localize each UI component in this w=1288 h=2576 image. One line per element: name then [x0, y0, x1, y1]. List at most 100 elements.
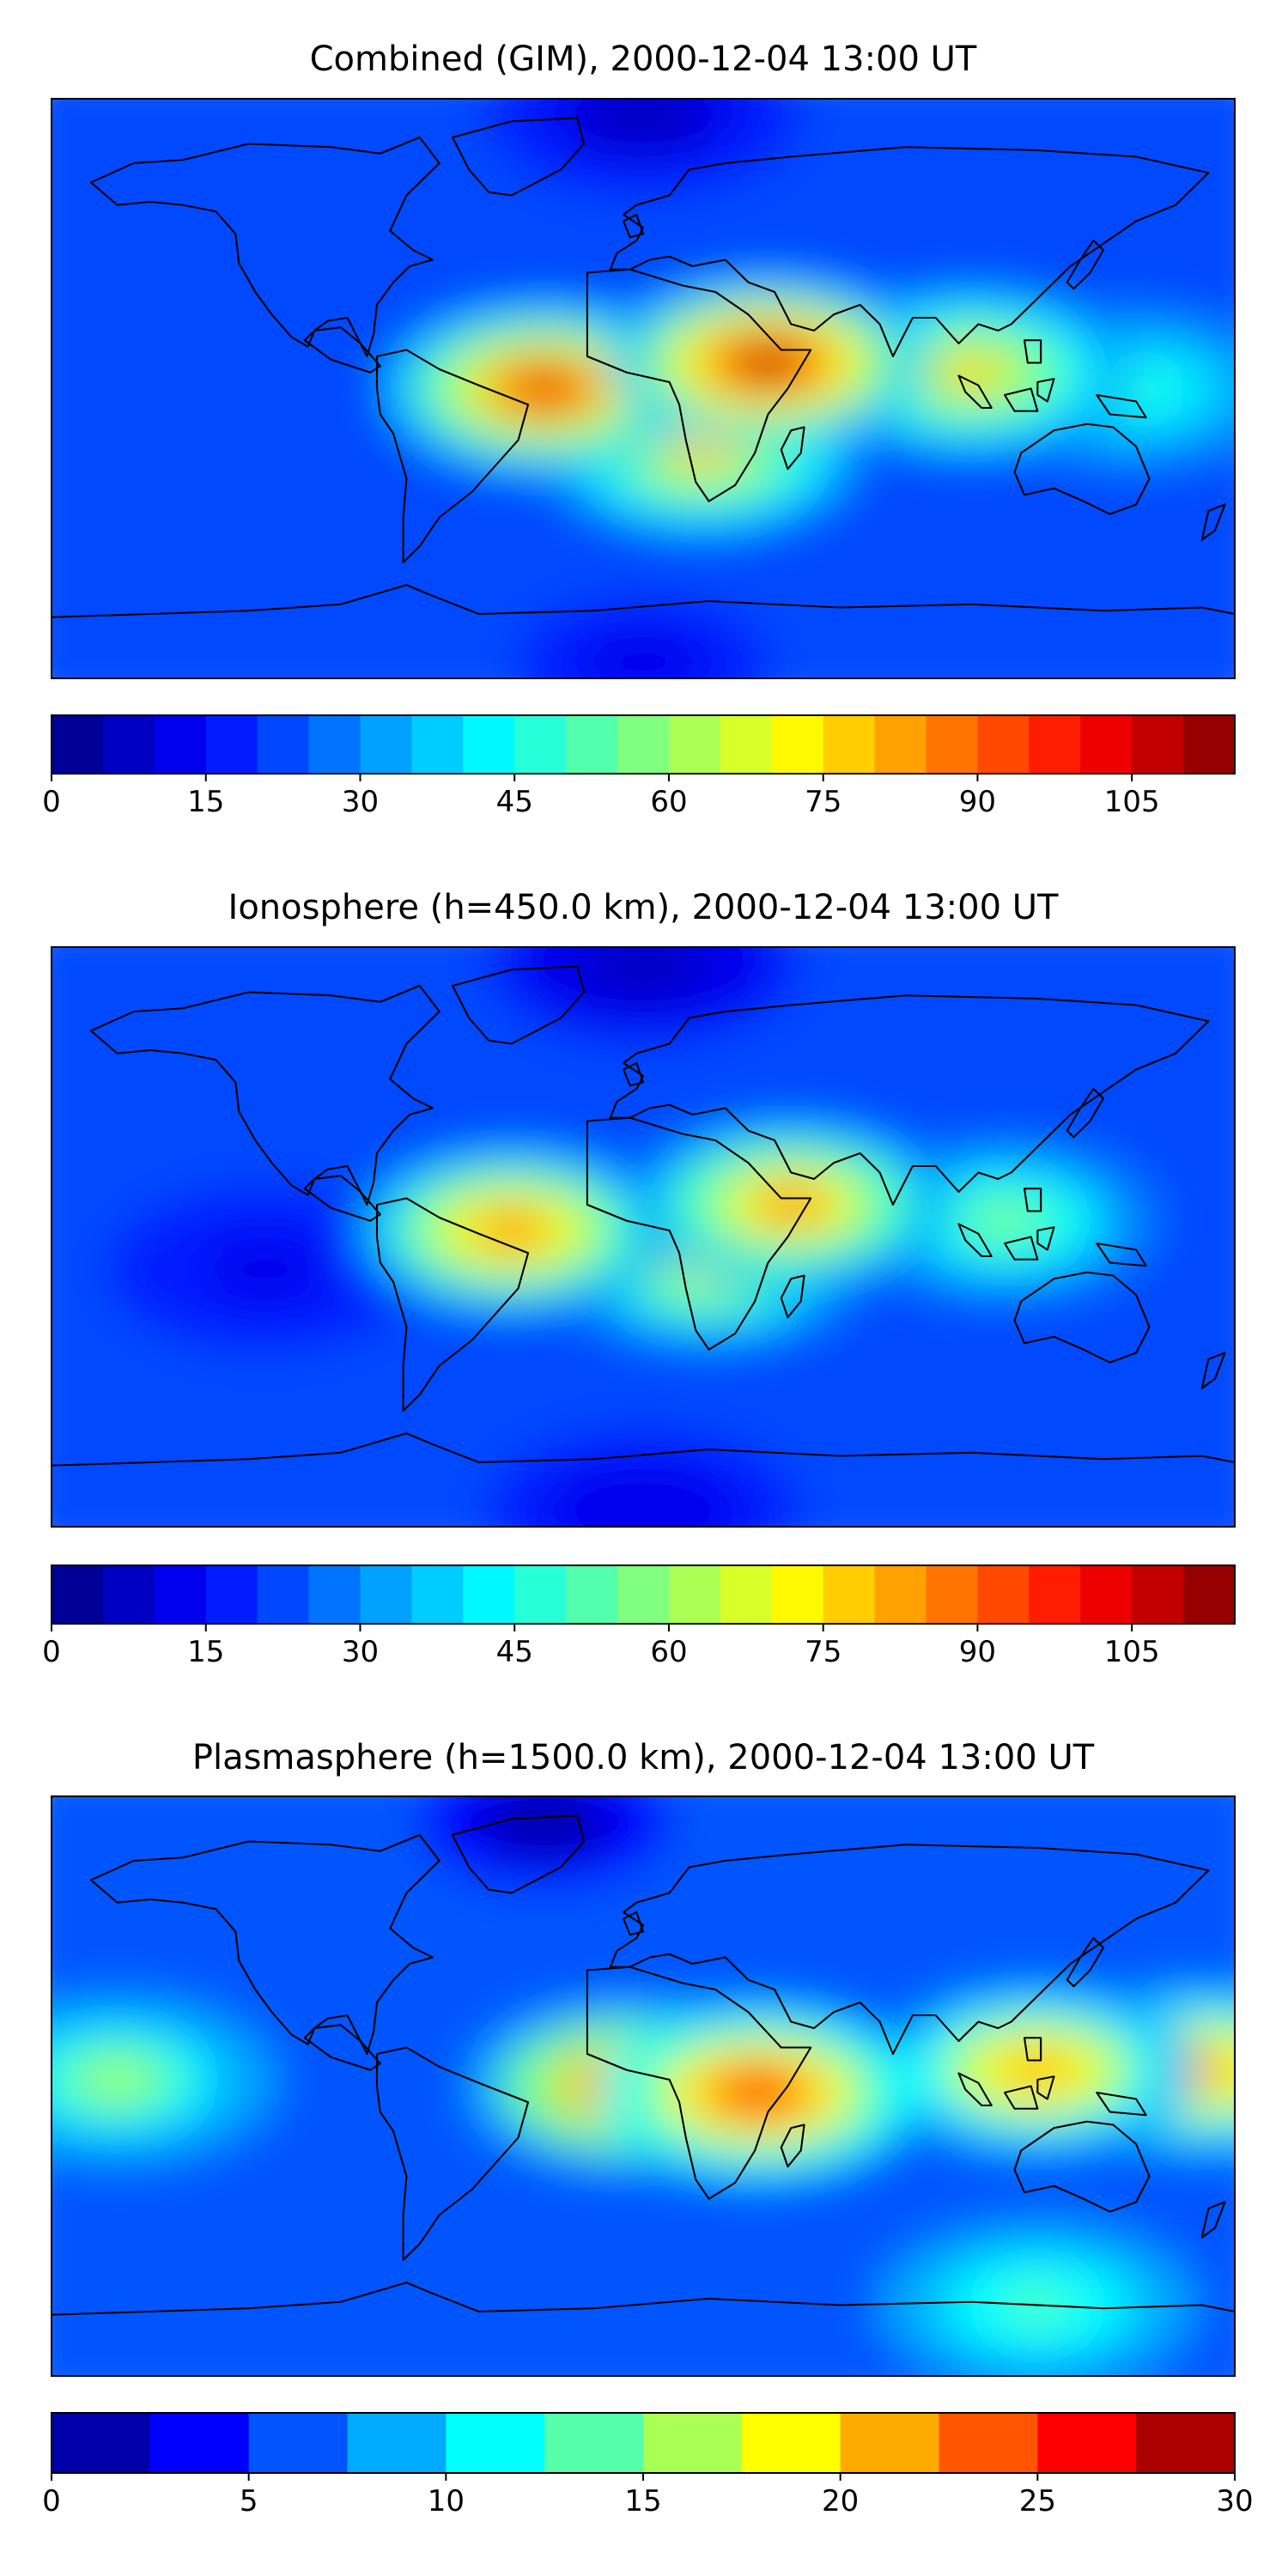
- colorbar-segment: [52, 715, 104, 774]
- colorbar-segment: [1183, 715, 1236, 774]
- colorbar-tick-label: 75: [805, 785, 841, 819]
- map-frame-plasmasphere: [51, 1795, 1236, 2377]
- colorbar-ionosphere: 0 15 30 45 60 75 90 105: [42, 1564, 1236, 1669]
- colorbar-segment: [977, 715, 1030, 774]
- colorbar-segment: [643, 2413, 743, 2473]
- colorbar-segment: [926, 1565, 978, 1624]
- colorbar-segment: [617, 1565, 670, 1624]
- field-contour: [938, 355, 1006, 391]
- colorbar-tick-label: 0: [42, 2484, 61, 2518]
- colorbar-segment: [52, 1565, 104, 1624]
- colorbar-segment: [544, 2413, 644, 2473]
- colorbar-tick-label: 0: [42, 785, 61, 819]
- map-frame-combined: [51, 98, 1236, 679]
- colorbar-segment: [52, 2413, 151, 2473]
- field-contour: [609, 947, 677, 981]
- colorbar-segment: [514, 1565, 567, 1624]
- colorbar-tick-label: 105: [1104, 785, 1160, 819]
- colorbar-tick-label: 15: [187, 1635, 224, 1669]
- panel-combined: Combined (GIM), 2000-12-04 13:00 UT 0 15 3…: [42, 39, 1236, 819]
- field-contour: [609, 644, 677, 678]
- colorbar-segment: [411, 1565, 464, 1624]
- colorbar-segment: [823, 1565, 876, 1624]
- colorbar-tick-label: 90: [959, 785, 996, 819]
- colorbar-segment: [360, 1565, 412, 1624]
- field-contour: [1003, 2052, 1072, 2088]
- colorbar-tick-label: 5: [240, 2484, 258, 2518]
- colorbar-segment: [874, 715, 927, 774]
- map-title-combined: Combined (GIM), 2000-12-04 13:00 UT: [310, 39, 977, 79]
- colorbar-segment: [257, 715, 310, 774]
- colorbar-segment: [1080, 715, 1133, 774]
- colorbar-segment: [514, 715, 567, 774]
- map-frame-ionosphere: [51, 946, 1236, 1528]
- colorbar-segment: [257, 1565, 310, 1624]
- colorbar-segment: [1080, 1565, 1133, 1624]
- colorbar-tick-label: 105: [1104, 1635, 1160, 1669]
- colorbar-segment: [360, 715, 412, 774]
- field-contour: [477, 1212, 546, 1249]
- colorbar-segment: [1136, 2413, 1236, 2473]
- colorbar-tick-label: 20: [822, 2484, 859, 2518]
- colorbar-segment: [463, 715, 515, 774]
- panel-plasmasphere: Plasmasphere (h=1500.0 km), 2000-12-04 1…: [42, 1738, 1254, 2518]
- field-contour: [668, 434, 737, 471]
- colorbar-segment: [248, 2413, 348, 2473]
- colorbar-tick-label: 10: [428, 2484, 465, 2518]
- colorbar-segment: [308, 1565, 361, 1624]
- colorbar-segment: [668, 1565, 721, 1624]
- colorbar-segment: [205, 1565, 258, 1624]
- colorbar-tick-label: 45: [496, 1635, 533, 1669]
- colorbar-segment: [939, 2413, 1038, 2473]
- colorbar-segment: [102, 1565, 155, 1624]
- field-contour: [510, 370, 579, 407]
- colorbar-segment: [308, 715, 361, 774]
- field-contour: [231, 386, 300, 422]
- colorbar-tick-label: 15: [187, 785, 224, 819]
- map-field-combined: [52, 99, 1235, 678]
- field-contour: [82, 2062, 152, 2098]
- field-contour: [609, 1492, 677, 1527]
- colorbar-segment: [874, 1565, 927, 1624]
- colorbar-segment: [566, 715, 618, 774]
- colorbar-frame: [51, 714, 1236, 775]
- colorbar-frame: [51, 1564, 1236, 1625]
- colorbar-combined: 0 15 30 45 60 75 90 105: [42, 714, 1236, 819]
- colorbar-segment: [102, 715, 155, 774]
- colorbar-segment: [149, 2413, 250, 2473]
- colorbar-segment: [1132, 1565, 1184, 1624]
- map-title-ionosphere: Ionosphere (h=450.0 km), 2000-12-04 13:0…: [228, 888, 1059, 927]
- map-field-ionosphere: [52, 947, 1235, 1527]
- colorbar-plasmasphere: 0 5 10 15 20 25 30: [42, 2412, 1254, 2518]
- colorbar-tick-label: 30: [1216, 2484, 1253, 2518]
- field-layer: [52, 1796, 1235, 2376]
- colorbar-segment: [1183, 1565, 1236, 1624]
- field-contour: [970, 1203, 1039, 1239]
- field-contour: [231, 1251, 300, 1287]
- colorbar-segment: [741, 2413, 841, 2473]
- colorbar-segment: [446, 2413, 545, 2473]
- colorbar-segment: [668, 715, 721, 774]
- colorbar-tick-label: 30: [342, 1635, 379, 1669]
- colorbar-segment: [566, 1565, 618, 1624]
- panel-ionosphere: Ionosphere (h=450.0 km), 2000-12-04 13:0…: [42, 888, 1236, 1669]
- field-layer: [52, 947, 1235, 1527]
- field-contour: [733, 344, 803, 381]
- colorbar-tick-label: 60: [650, 785, 687, 819]
- colorbar-segment: [154, 715, 207, 774]
- colorbar-segment: [823, 715, 876, 774]
- colorbar-tick-label: 15: [624, 2484, 661, 2518]
- colorbar-segment: [1132, 715, 1184, 774]
- colorbar-segment: [771, 1565, 824, 1624]
- colorbar-segment: [205, 715, 258, 774]
- colorbar-segment: [617, 715, 670, 774]
- colorbar-tick-label: 90: [959, 1635, 996, 1669]
- field-layer: [52, 99, 1235, 678]
- colorbar-segment: [463, 1565, 515, 1624]
- colorbar-tick-label: 45: [496, 785, 533, 819]
- map-title-plasmasphere: Plasmasphere (h=1500.0 km), 2000-12-04 1…: [192, 1738, 1095, 1777]
- colorbar-tick-label: 30: [342, 785, 379, 819]
- colorbar-segment: [411, 715, 464, 774]
- colorbar-segment: [154, 1565, 207, 1624]
- colorbar-segment: [977, 1565, 1030, 1624]
